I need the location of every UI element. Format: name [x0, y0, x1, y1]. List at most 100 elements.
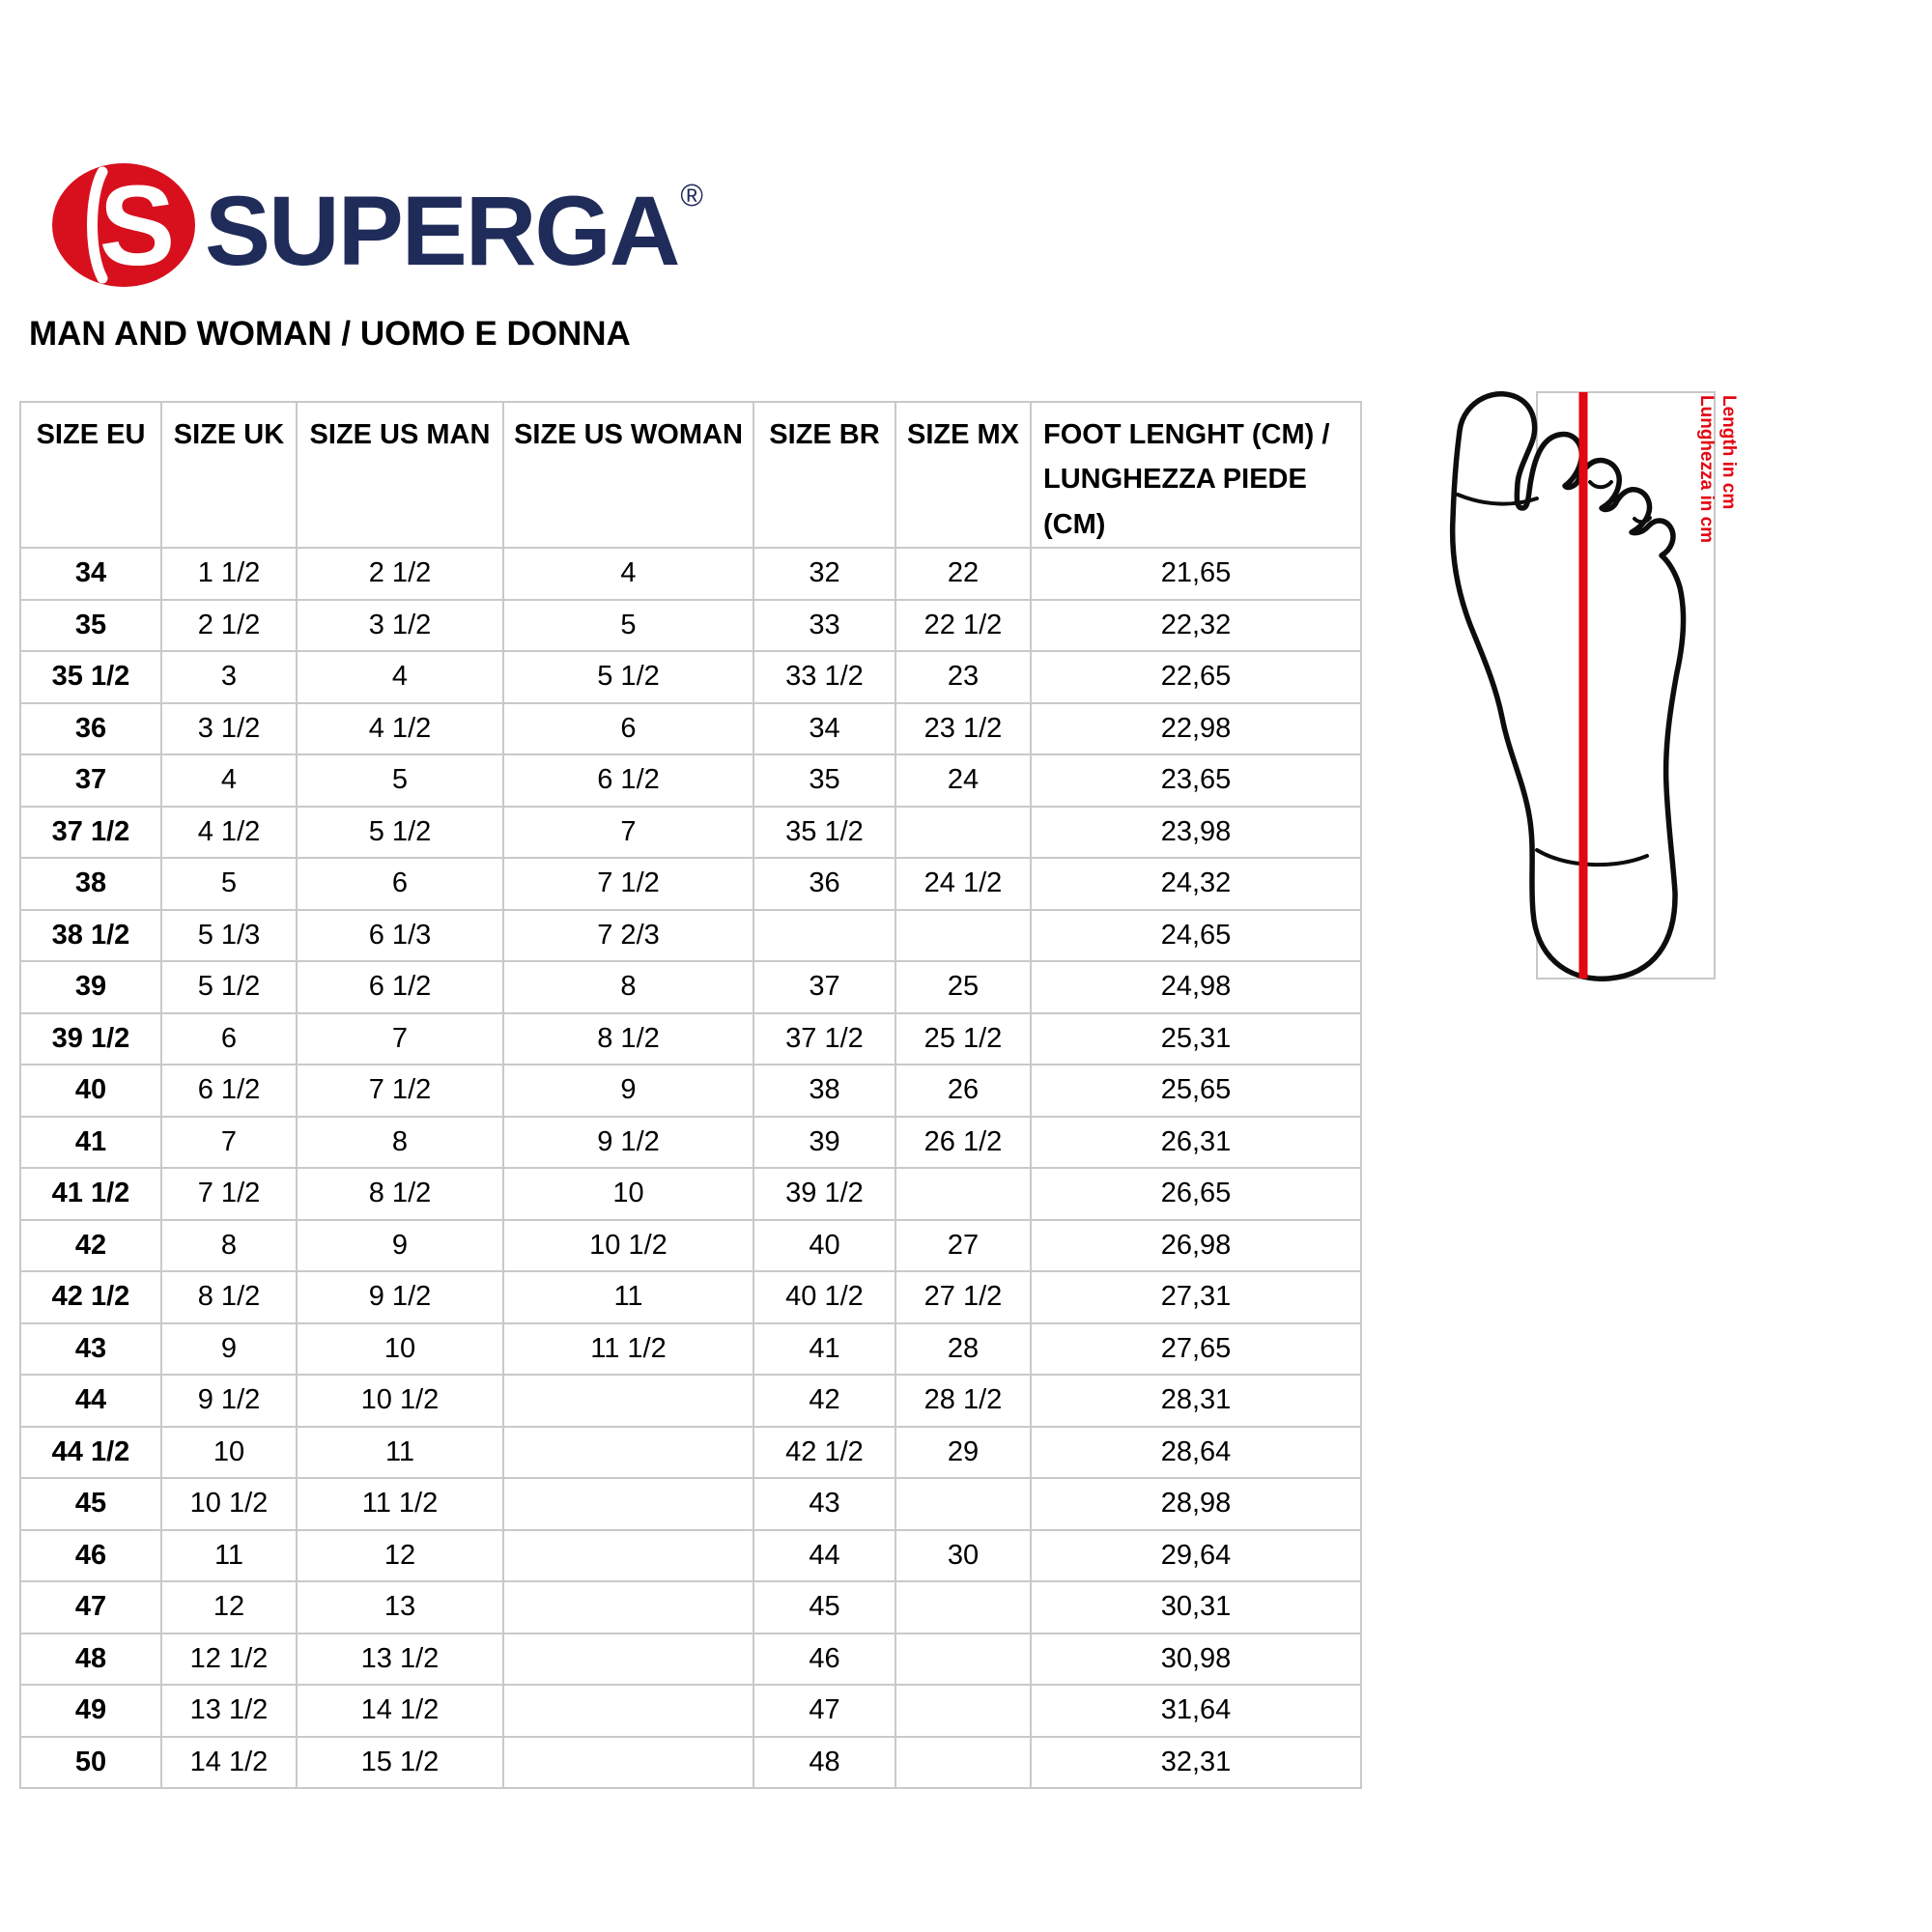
table-cell: 27	[895, 1218, 1032, 1273]
table-row: 44 1/2 10 11 42 1/2 29 28,64	[19, 1425, 1362, 1480]
table-cell: 49	[19, 1684, 162, 1738]
table-cell: 24 1/2	[895, 857, 1032, 911]
foot-measurement-diagram: Length in cm Lunghezza in cm	[1442, 383, 1744, 1005]
table-cell: 39 1/2	[19, 1011, 162, 1066]
table-cell: 24,98	[1030, 960, 1362, 1014]
table-cell: 7	[160, 1115, 298, 1170]
table-cell: 26,65	[1030, 1167, 1362, 1221]
column-header: SIZE MX	[895, 400, 1032, 550]
table-cell: 30,98	[1030, 1632, 1362, 1687]
table-cell: 9 1/2	[502, 1115, 754, 1170]
table-cell: 5	[296, 753, 504, 808]
table-row: 35 2 1/2 3 1/2 5 33 22 1/2 22,32	[19, 598, 1362, 653]
table-cell: 48	[753, 1735, 896, 1790]
table-cell: 4 1/2	[296, 701, 504, 756]
table-cell: 29	[895, 1425, 1032, 1480]
table-row: 42 1/2 8 1/2 9 1/2 11 40 1/2 27 1/2 27,31	[19, 1270, 1362, 1324]
table-cell: 7 1/2	[502, 857, 754, 911]
table-cell: 22 1/2	[895, 598, 1032, 653]
table-cell: 40	[19, 1064, 162, 1118]
table-cell: 25,31	[1030, 1011, 1362, 1066]
table-cell: 11	[160, 1528, 298, 1583]
table-cell: 8	[296, 1115, 504, 1170]
table-cell: 8	[160, 1218, 298, 1273]
table-cell: 4	[296, 650, 504, 704]
table-cell: 4	[160, 753, 298, 808]
table-cell: 30	[895, 1528, 1032, 1583]
table-cell	[895, 908, 1032, 963]
table-cell: 43	[19, 1321, 162, 1377]
table-cell	[895, 1684, 1032, 1738]
table-cell: 24,32	[1030, 857, 1362, 911]
table-cell: 42 1/2	[19, 1270, 162, 1324]
table-cell: 28,98	[1030, 1477, 1362, 1531]
table-cell: 22	[895, 547, 1032, 601]
table-row: 49 13 1/2 14 1/2 47 31,64	[19, 1684, 1362, 1738]
table-cell: 34	[753, 701, 896, 756]
table-cell: 32	[753, 547, 896, 601]
table-row: 50 14 1/2 15 1/2 48 32,31	[19, 1735, 1362, 1790]
table-cell: 37 1/2	[19, 805, 162, 860]
table-cell	[502, 1374, 754, 1428]
table-cell: 28,64	[1030, 1425, 1362, 1480]
table-cell	[502, 1425, 754, 1480]
table-cell: 13 1/2	[160, 1684, 298, 1738]
table-cell: 22,32	[1030, 598, 1362, 653]
table-cell: 24,65	[1030, 908, 1362, 963]
table-cell: 5 1/2	[502, 650, 754, 704]
table-cell: 7 1/2	[160, 1167, 298, 1221]
table-cell: 9	[296, 1218, 504, 1273]
table-cell: 42	[753, 1374, 896, 1428]
table-cell: 33 1/2	[753, 650, 896, 704]
table-cell: 21,65	[1030, 547, 1362, 601]
table-cell: 30,31	[1030, 1580, 1362, 1634]
table-cell	[753, 908, 896, 963]
table-cell: 9	[160, 1321, 298, 1377]
table-row: 39 5 1/2 6 1/2 8 37 25 24,98	[19, 960, 1362, 1014]
table-cell: 2 1/2	[160, 598, 298, 653]
table-cell: 35	[19, 598, 162, 653]
table-cell	[895, 1632, 1032, 1687]
table-cell	[502, 1735, 754, 1790]
table-cell	[895, 1477, 1032, 1531]
table-cell: 23,98	[1030, 805, 1362, 860]
table-cell: 6	[296, 857, 504, 911]
table-cell: 10 1/2	[502, 1218, 754, 1273]
table-cell: 47	[753, 1684, 896, 1738]
table-cell	[895, 1735, 1032, 1790]
emblem-letter: S	[99, 162, 176, 290]
table-cell: 5	[502, 598, 754, 653]
table-cell: 25	[895, 960, 1032, 1014]
table-cell: 27,65	[1030, 1321, 1362, 1377]
table-cell: 33	[753, 598, 896, 653]
table-cell: 10 1/2	[296, 1374, 504, 1428]
table-cell: 10	[296, 1321, 504, 1377]
table-row: 35 1/2 3 4 5 1/2 33 1/2 23 22,65	[19, 650, 1362, 704]
table-cell: 9	[502, 1064, 754, 1118]
table-row: 45 10 1/2 11 1/2 43 28,98	[19, 1477, 1362, 1531]
table-cell: 24	[895, 753, 1032, 808]
table-cell: 26,98	[1030, 1218, 1362, 1273]
brand-wordmark: SUPERGA®	[205, 176, 703, 286]
table-row: 41 1/2 7 1/2 8 1/2 10 39 1/2 26,65	[19, 1167, 1362, 1221]
table-cell	[895, 1580, 1032, 1634]
table-cell: 8 1/2	[502, 1011, 754, 1066]
table-cell: 23,65	[1030, 753, 1362, 808]
table-cell: 28	[895, 1321, 1032, 1377]
table-cell: 12	[296, 1528, 504, 1583]
table-cell: 38 1/2	[19, 908, 162, 963]
table-cell: 10	[160, 1425, 298, 1480]
table-cell: 36	[19, 701, 162, 756]
table-cell: 12	[160, 1580, 298, 1634]
table-cell: 3	[160, 650, 298, 704]
table-cell: 37	[753, 960, 896, 1014]
table-cell: 3 1/2	[160, 701, 298, 756]
table-cell: 9 1/2	[296, 1270, 504, 1324]
column-header: SIZE EU	[19, 400, 162, 550]
table-cell: 14 1/2	[296, 1684, 504, 1738]
table-cell: 45	[753, 1580, 896, 1634]
table-row: 37 4 5 6 1/2 35 24 23,65	[19, 753, 1362, 808]
table-cell: 12 1/2	[160, 1632, 298, 1687]
table-cell: 27 1/2	[895, 1270, 1032, 1324]
